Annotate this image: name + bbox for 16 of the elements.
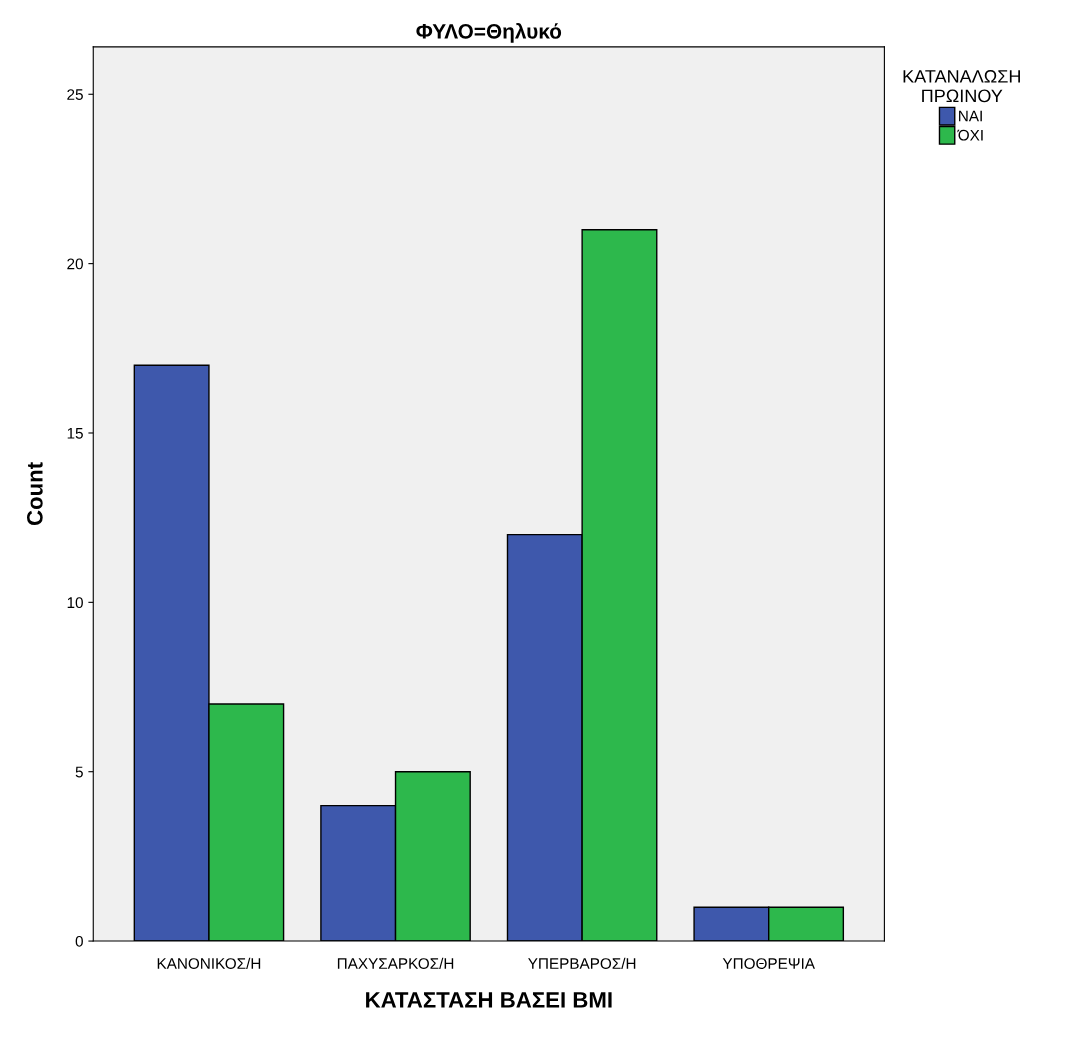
legend-label: ΝΑΙ — [959, 110, 982, 122]
chart-title: ΦΥΛΟ=Θηλυκό — [416, 22, 562, 43]
legend-label: ΌΧΙ — [957, 129, 983, 141]
x-tick-label: ΠΑΧΥΣΑΡΚΟΣ/Η — [337, 957, 454, 969]
x-axis-title: ΚΑΤΑΣΤΑΣΗ ΒΑΣΕΙ BMI — [366, 992, 612, 1008]
x-tick-label: ΚΑΝΟΝΙΚΟΣ/Η — [157, 957, 261, 969]
x-tick-label: ΥΠΕΡΒΑΡΟΣ/Η — [528, 957, 636, 969]
legend-title: ΚΑΤΑΝΑΛΩΣΗ ΠΡΩΙΝΟΥ — [903, 70, 1020, 103]
y-tick-label: 25 — [67, 89, 83, 100]
y-tick-label: 5 — [75, 766, 83, 778]
x-tick-label: ΥΠΟΘΡΕΨΙΑ — [722, 958, 815, 969]
y-tick-label: 20 — [67, 258, 83, 270]
y-tick-label: 10 — [67, 597, 83, 609]
y-tick-label: 15 — [67, 428, 83, 439]
y-axis-title: Count — [26, 462, 43, 526]
y-tick-label: 0 — [75, 935, 83, 947]
